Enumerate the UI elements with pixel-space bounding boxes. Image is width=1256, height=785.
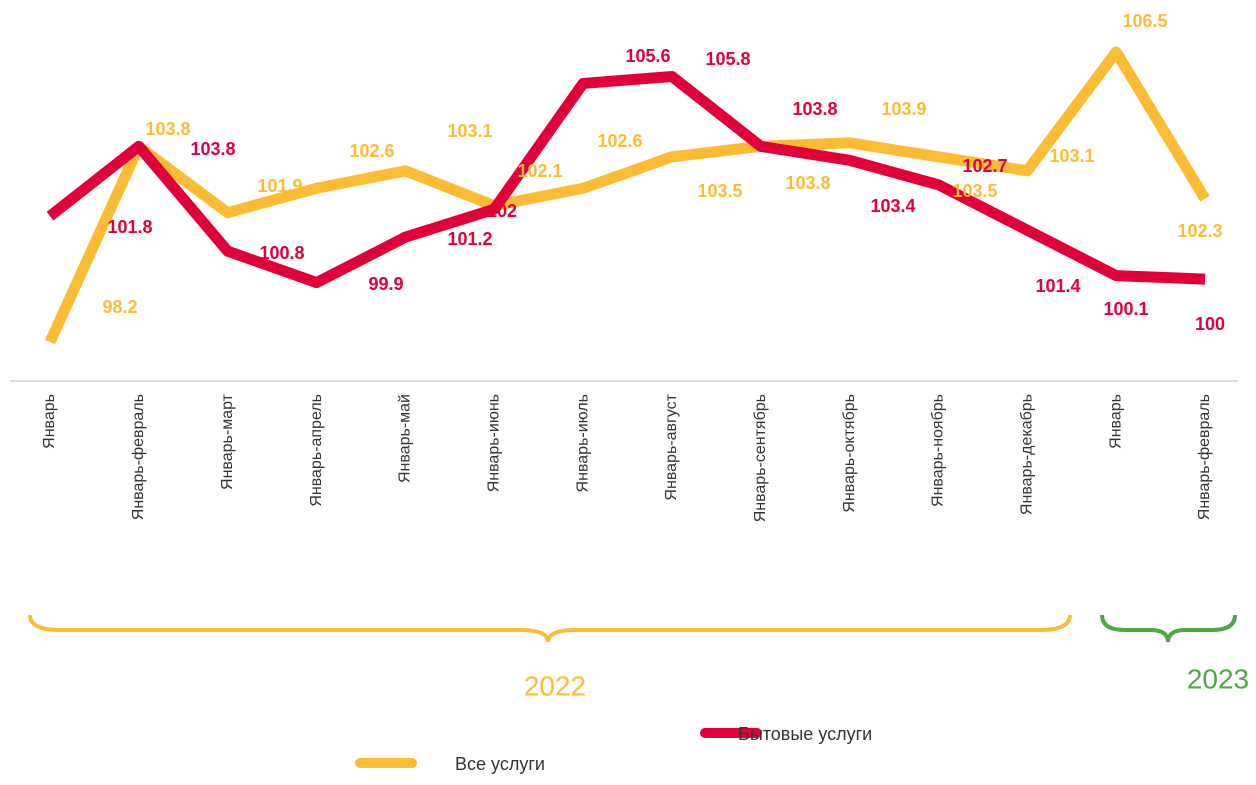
year-label: 2022	[524, 670, 586, 701]
year-label: 2023	[1187, 663, 1249, 694]
brace-2023	[1100, 614, 1237, 643]
brace-2022	[28, 614, 1072, 643]
data-label: 101.4	[1035, 276, 1080, 296]
data-label: 101.9	[257, 176, 302, 196]
legend-label: Все услуги	[455, 754, 545, 774]
x-tick-label: Январь-апрель	[308, 394, 325, 507]
data-label: 106.5	[1122, 11, 1167, 31]
x-tick-label: Январь-ноябрь	[930, 394, 947, 507]
data-label: 98.2	[102, 297, 137, 317]
x-tick-label: Январь-февраль	[1196, 394, 1213, 520]
data-label: 103.5	[697, 181, 742, 201]
data-label: 103.1	[1049, 146, 1094, 166]
x-tick-label: Январь-март	[219, 393, 236, 490]
data-label: 103.1	[447, 121, 492, 141]
data-label: 103.8	[785, 173, 830, 193]
data-label: 103.9	[881, 99, 926, 119]
data-label: 103.8	[145, 119, 190, 139]
legend-label: Бытовые услуги	[738, 724, 872, 744]
data-label: 100	[1195, 314, 1225, 334]
x-tick-label: Январь	[41, 394, 58, 449]
data-label: 103.8	[792, 99, 837, 119]
data-label: 103.5	[952, 181, 997, 201]
data-label: 100.8	[259, 243, 304, 263]
line	[46, 70, 1206, 289]
x-tick-label: Январь-декабрь	[1019, 394, 1036, 515]
data-label: 105.8	[705, 49, 750, 69]
data-label: 102.6	[597, 131, 642, 151]
data-label: 102.7	[962, 156, 1007, 176]
data-label: 101.8	[107, 217, 152, 237]
x-tick-label: Январь-август	[663, 393, 680, 500]
x-tick-label: Январь-февраль	[130, 394, 147, 520]
data-label: 105.6	[625, 46, 670, 66]
x-tick-label: Январь-июль	[574, 394, 591, 492]
data-label: 102.3	[1177, 221, 1222, 241]
line	[44, 46, 1210, 345]
data-label: 103.4	[870, 196, 915, 216]
data-label: 102.6	[349, 141, 394, 161]
data-label: 102.1	[517, 161, 562, 181]
x-tick-label: Январь-май	[397, 394, 414, 483]
data-label: 101.2	[447, 229, 492, 249]
data-label: 103.8	[190, 139, 235, 159]
x-tick-label: Январь-октябрь	[841, 394, 858, 513]
data-label: 102	[487, 201, 517, 221]
x-tick-label: Январь	[1107, 394, 1124, 449]
data-label: 99.9	[368, 274, 403, 294]
x-tick-label: Январь-июнь	[485, 394, 502, 492]
data-label: 100.1	[1103, 299, 1148, 319]
x-tick-label: Январь-сентябрь	[752, 394, 769, 522]
